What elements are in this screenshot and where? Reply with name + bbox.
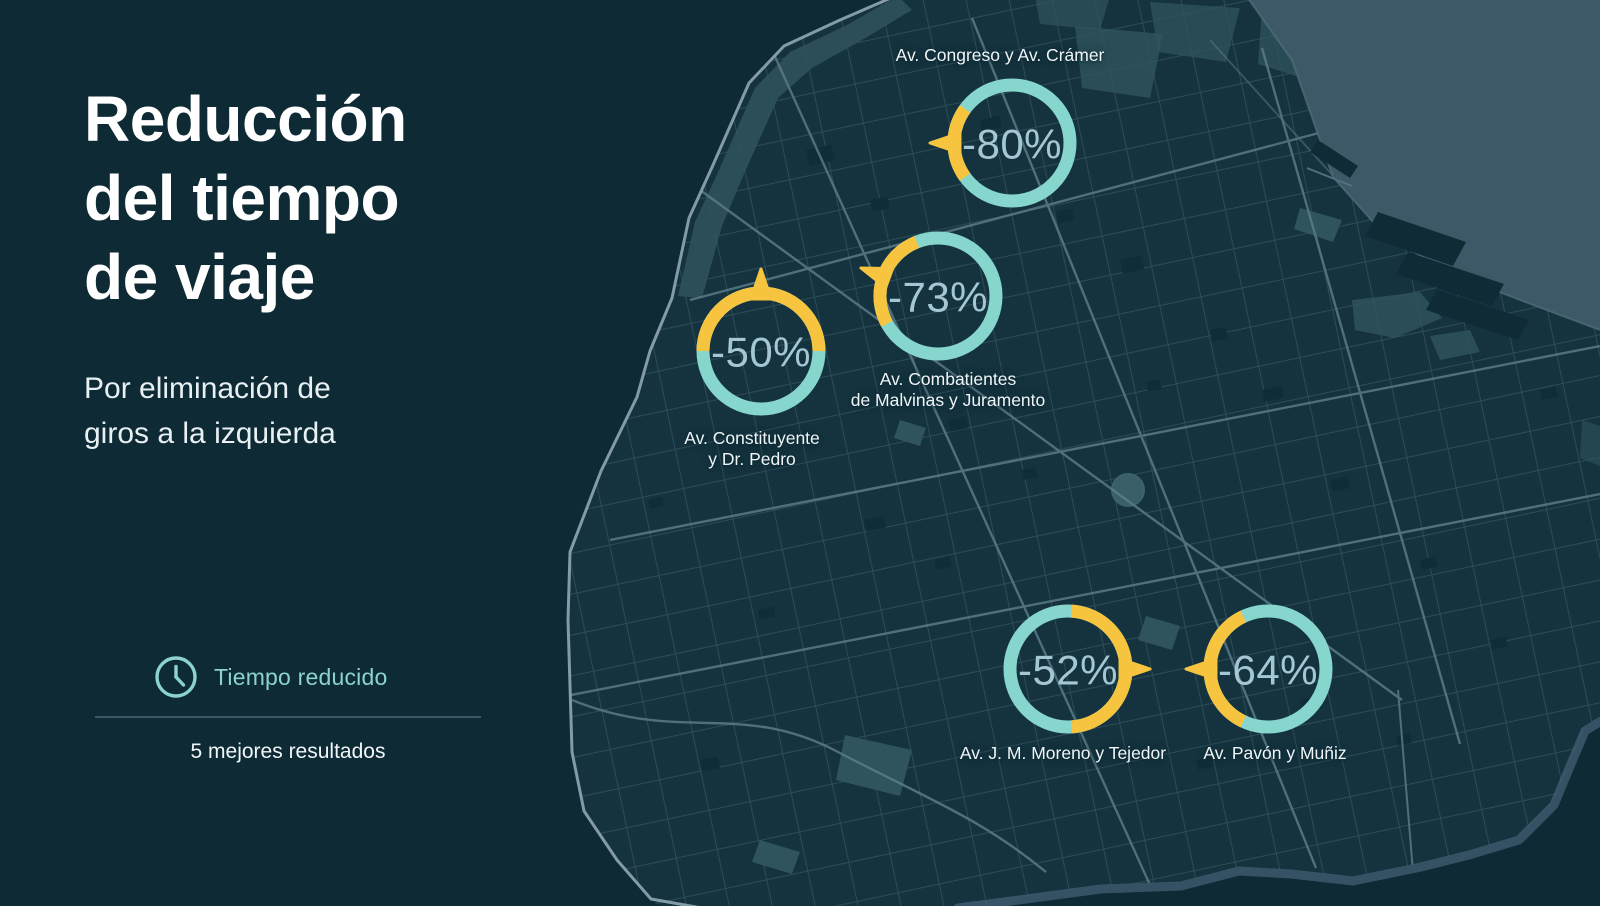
title-line: de viaje bbox=[84, 241, 315, 313]
river-rio-de-la-plata bbox=[1249, 0, 1600, 330]
blocks-layer bbox=[648, 115, 1558, 772]
badge-value: -50% bbox=[711, 329, 811, 376]
subtitle-line: Por eliminación de bbox=[84, 372, 331, 405]
reduction-badge: -50% bbox=[696, 267, 826, 416]
location-pointer-icon bbox=[749, 267, 773, 301]
location-pointer-icon bbox=[859, 266, 895, 290]
title-line: del tiempo bbox=[84, 162, 400, 234]
reduction-badge: -52% bbox=[1003, 604, 1152, 734]
badge-value: -73% bbox=[888, 274, 988, 321]
general-paz-boundary bbox=[566, 0, 890, 906]
reduction-badge: -73% bbox=[859, 231, 1003, 361]
divider-line bbox=[95, 716, 481, 718]
results-note: 5 mejores resultados bbox=[190, 740, 386, 763]
breakwater bbox=[1306, 167, 1353, 187]
parks-layer bbox=[678, 0, 1600, 874]
location-pointer-icon bbox=[1184, 657, 1218, 681]
location-pointer-icon bbox=[928, 131, 962, 155]
badge-value: -52% bbox=[1018, 647, 1118, 694]
badge-value: -64% bbox=[1218, 647, 1318, 694]
avenues-layer bbox=[568, 17, 1600, 886]
legend: Tiempo reducido bbox=[153, 654, 387, 700]
docks-layer bbox=[1310, 140, 1529, 340]
page-title: Reducción del tiempo de viaje bbox=[84, 80, 407, 317]
badge-value: -80% bbox=[962, 121, 1062, 168]
page-subtitle: Por eliminación de giros a la izquierda bbox=[84, 366, 336, 456]
clock-icon bbox=[155, 656, 197, 698]
title-line: Reducción bbox=[84, 83, 407, 155]
reduction-badge: -64% bbox=[1184, 604, 1333, 734]
legend-label: Tiempo reducido bbox=[214, 663, 388, 690]
subtitle-line: giros a la izquierda bbox=[84, 417, 336, 450]
reduction-badge: -80% bbox=[928, 78, 1077, 208]
river-riachuelo bbox=[953, 716, 1600, 906]
location-pointer-icon bbox=[1118, 657, 1152, 681]
badges-layer: -80% -73% -50% -52% -64% bbox=[696, 78, 1333, 734]
text-panel: Reducción del tiempo de viaje Por elimin… bbox=[84, 0, 524, 906]
